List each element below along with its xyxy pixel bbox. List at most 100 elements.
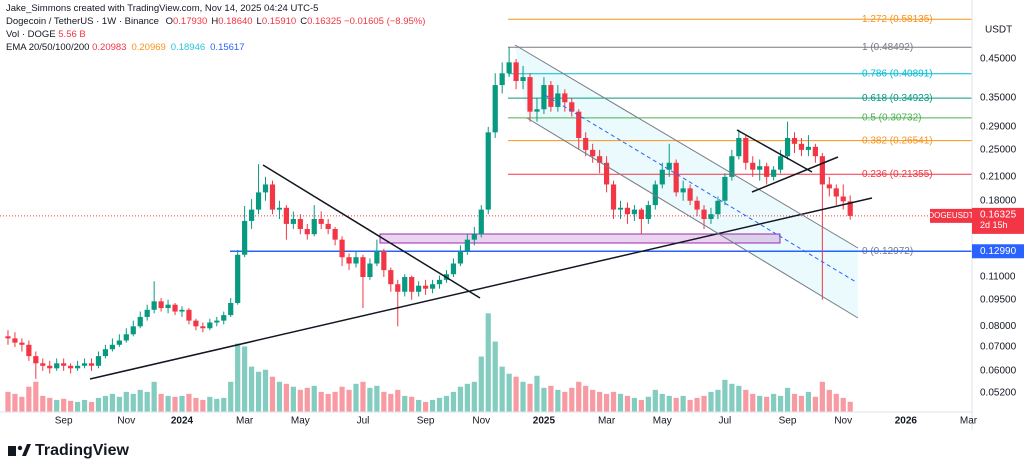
ema-value: 0.20983	[92, 42, 127, 53]
y-tick-label: 0.45000	[980, 54, 1017, 65]
volume-bar	[248, 366, 255, 412]
volume-bar	[548, 385, 554, 412]
volume-bar	[478, 356, 484, 412]
candle-body	[708, 214, 714, 219]
candle-body	[318, 218, 324, 224]
volume-bar	[534, 375, 540, 412]
candle-body	[743, 137, 749, 163]
candle-body	[297, 218, 303, 229]
logo-mark	[22, 444, 31, 456]
candle-body	[499, 73, 505, 86]
ema-value: 0.18946	[170, 42, 206, 53]
candle-body	[485, 132, 491, 210]
y-tick-label: 0.18000	[980, 195, 1017, 206]
volume-bar	[541, 387, 547, 412]
candle-body	[172, 304, 178, 312]
candle-body	[311, 218, 317, 235]
volume-bar	[95, 397, 102, 412]
volume-bar	[179, 395, 185, 412]
x-tick-label: Sep	[779, 416, 797, 427]
volume-bar	[151, 381, 157, 412]
candle-body	[137, 316, 143, 327]
volume-bar	[583, 385, 589, 412]
symbol-line: Dogecoin / TetherUS · 1W · Binance O0.17…	[6, 15, 425, 28]
volume-bar	[33, 381, 39, 412]
candle-body	[304, 228, 310, 235]
volume-bar	[694, 397, 700, 412]
x-tick-label: Mar	[960, 416, 978, 427]
volume-bar	[47, 397, 53, 412]
volume-bar	[569, 387, 575, 412]
volume-bar	[242, 346, 248, 412]
candle-body	[715, 200, 721, 215]
x-tick-label: Sep	[55, 416, 73, 427]
volume-bar	[395, 389, 401, 412]
volume-bar	[109, 393, 115, 412]
volume-bar	[443, 395, 450, 412]
candle-body	[805, 146, 812, 150]
ohlc-key: C	[300, 16, 308, 27]
volume-bar	[471, 381, 477, 412]
brand: TradingView	[35, 442, 130, 459]
fib-label: 0.618 (0.34923)	[862, 93, 933, 104]
trendline	[736, 129, 813, 173]
x-tick-label: Nov	[117, 416, 135, 427]
x-tick-label: Mar	[598, 416, 616, 427]
volume-bar	[339, 386, 345, 412]
candle-body	[144, 309, 150, 317]
candle-body	[631, 209, 638, 215]
volume-bar	[597, 391, 603, 412]
volume-bar	[798, 395, 805, 412]
trendline	[262, 164, 481, 299]
volume-bar	[666, 395, 672, 412]
volume-bar	[388, 393, 394, 412]
candle-body	[750, 162, 756, 170]
candle-body	[207, 322, 213, 329]
candle-body	[158, 301, 164, 309]
volume-bar	[701, 395, 707, 412]
candle-body	[116, 340, 122, 345]
volume-bar	[12, 393, 18, 412]
volume-bar	[186, 393, 192, 412]
candle-body	[429, 284, 436, 289]
volume-bar	[5, 391, 11, 412]
candle-body	[680, 188, 686, 193]
volume-bar	[805, 391, 812, 412]
volume-bar	[492, 341, 498, 412]
volume-bar	[750, 393, 756, 412]
candle-body	[826, 184, 832, 189]
volume-bar	[297, 389, 303, 412]
candle-body	[151, 301, 157, 310]
x-tick-label: May	[291, 416, 310, 427]
candle-body	[777, 156, 784, 170]
x-tick-label: 2025	[533, 416, 556, 427]
volume-bar	[228, 381, 234, 412]
volume-bar	[429, 399, 436, 412]
candle-body	[221, 315, 227, 321]
volume-bar	[715, 389, 721, 412]
candle-body	[638, 209, 644, 219]
zone-box	[379, 233, 781, 244]
volume-line: Vol · DOGE 5.56 B	[6, 28, 425, 41]
volume-bar	[130, 393, 136, 412]
candle-body	[269, 184, 276, 210]
volume-bar	[791, 393, 798, 412]
volume-bar	[262, 369, 269, 412]
candle-body	[130, 326, 136, 335]
candle-body	[520, 77, 526, 82]
volume-bar	[423, 401, 429, 412]
candle-body	[235, 254, 241, 303]
volume-bar	[325, 393, 331, 412]
symbol-tag	[930, 208, 972, 223]
candle-body	[68, 365, 74, 369]
volume-bar	[833, 393, 839, 412]
volume-bar	[457, 386, 464, 412]
volume-bar	[826, 389, 832, 412]
volume-bar	[374, 385, 380, 412]
volume-bar	[304, 387, 310, 412]
candle-body	[283, 207, 289, 224]
channel-fill	[515, 45, 858, 318]
volume-bar	[40, 395, 46, 412]
fib-label: 0.5 (0.30732)	[862, 113, 922, 124]
candle-body	[610, 184, 617, 210]
